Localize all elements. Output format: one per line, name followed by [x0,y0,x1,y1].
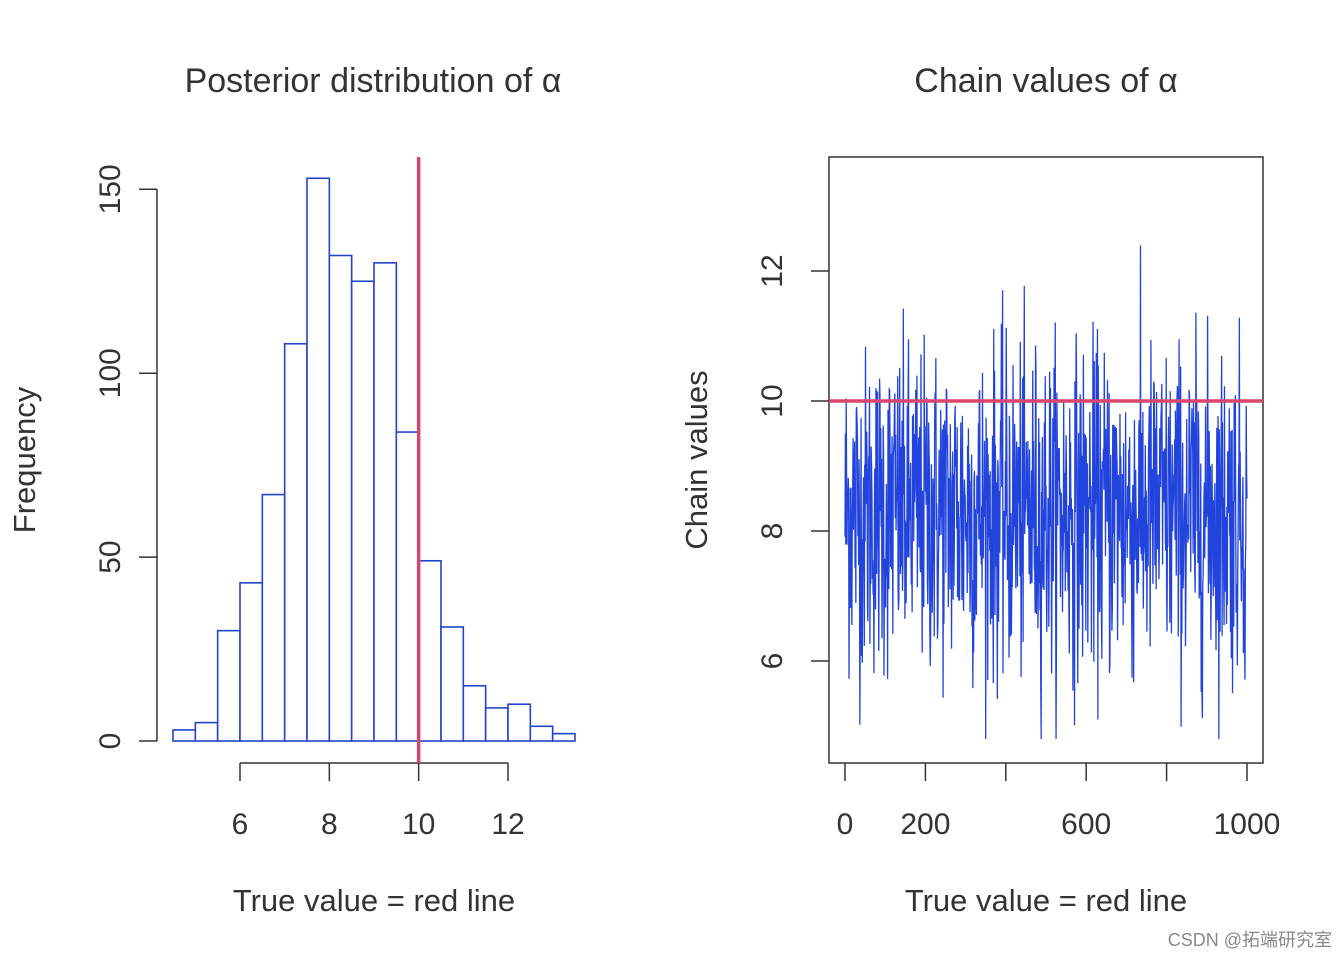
trace-series-line [844,245,1248,740]
hist-xlabel: True value = red line [233,883,515,918]
trace-x-tick-label: 0 [837,808,854,841]
trace-y-tick-label: 6 [756,653,789,670]
hist-bar [529,725,554,742]
hist-bar [462,685,487,742]
hist-bar [194,721,219,742]
trace-xlabel: True value = red line [905,883,1187,918]
hist-x-tick-label: 10 [402,808,435,841]
hist-bar [328,254,353,742]
trace-x-tick-label: 600 [1061,808,1111,841]
hist-bar [350,280,375,742]
watermark: CSDN @拓端研究室 [1167,930,1332,950]
hist-title: Posterior distribution of α [185,62,562,100]
hist-y-tick-label: 100 [94,348,127,398]
hist-bar [551,732,576,742]
trace-y-tick-label: 10 [756,384,789,417]
trace-ylabel: Chain values [679,370,714,549]
hist-bar [172,729,197,742]
hist-y-tick-label: 50 [94,540,127,573]
histogram-panel: Posterior distribution of α Frequency Tr… [7,62,576,918]
hist-bar [239,582,264,742]
hist-x-tick-label: 12 [491,808,524,841]
hist-y-tick-label: 0 [94,733,127,750]
hist-x-tick-label: 6 [232,808,249,841]
trace-x-tick-label: 1000 [1214,808,1281,841]
hist-ylabel: Frequency [7,386,42,533]
trace-y-tick-label: 12 [756,254,789,287]
hist-bar [216,629,241,742]
hist-bar [507,703,532,742]
hist-bar [261,493,286,742]
hist-bar [440,626,465,742]
hist-bar [283,342,308,742]
trace-y-tick-label: 8 [756,523,789,540]
hist-x-tick-label: 8 [321,808,338,841]
hist-bar [306,177,331,742]
hist-bar [373,262,398,742]
trace-plot-frame [828,156,1264,764]
hist-bar [417,559,442,742]
trace-x-tick-label: 200 [900,808,950,841]
hist-bar [395,431,420,742]
trace-title: Chain values of α [914,62,1177,100]
trace-panel: Chain values of α Chain values True valu… [679,62,1280,918]
hist-bar [484,707,509,742]
hist-y-tick-label: 150 [94,164,127,214]
